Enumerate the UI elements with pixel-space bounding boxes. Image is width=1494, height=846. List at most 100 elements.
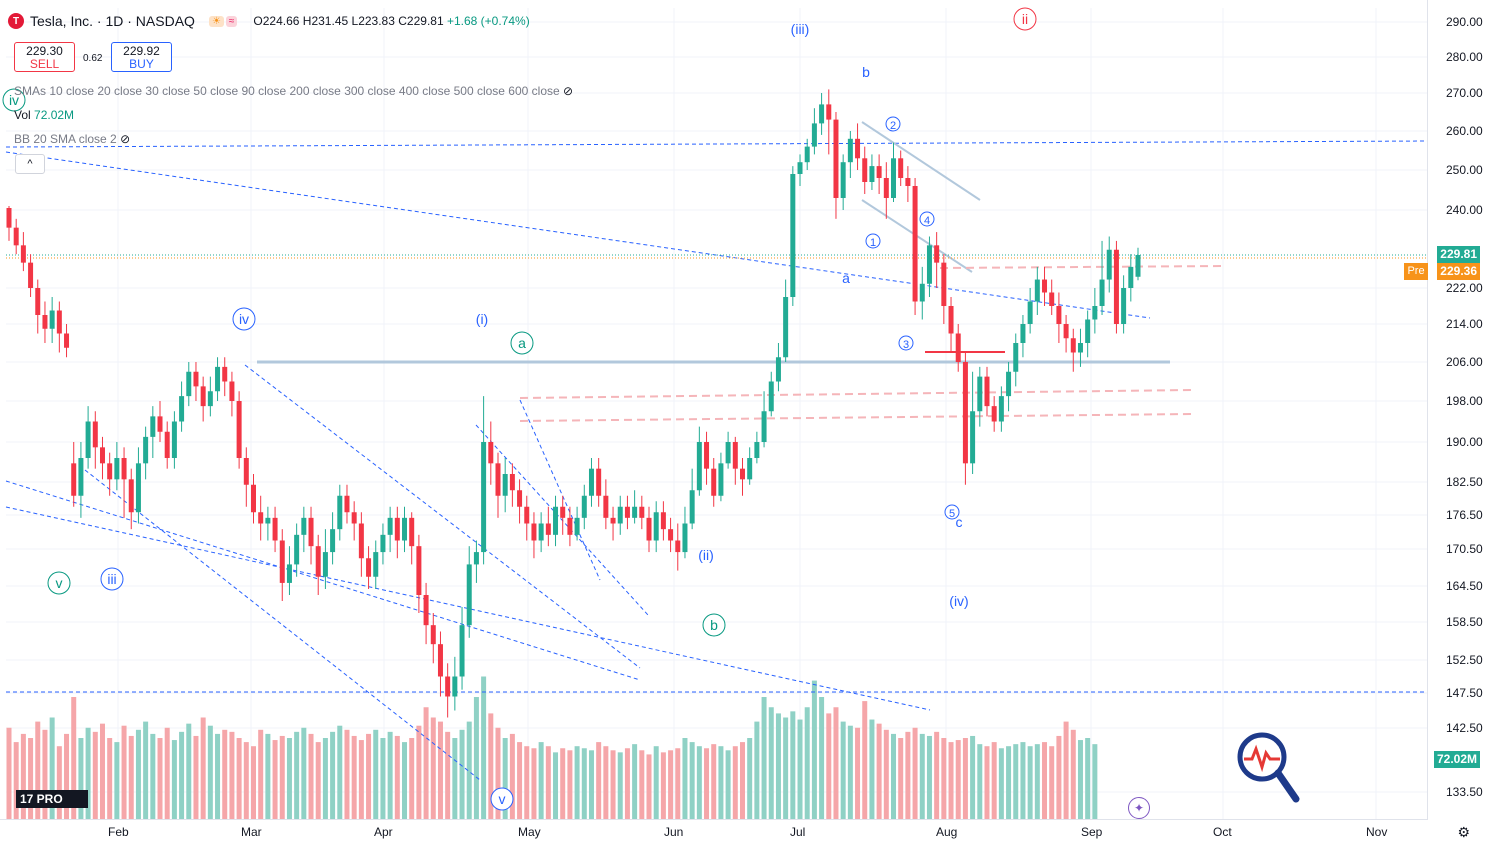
candle[interactable] bbox=[64, 324, 70, 358]
wave-label[interactable]: 5 bbox=[944, 504, 960, 520]
candle[interactable] bbox=[416, 534, 422, 613]
wave-label[interactable]: b bbox=[702, 613, 726, 637]
candle[interactable] bbox=[833, 112, 839, 219]
candle[interactable] bbox=[819, 93, 825, 135]
candle[interactable] bbox=[524, 495, 530, 541]
candle[interactable] bbox=[373, 540, 379, 590]
candle[interactable] bbox=[402, 506, 408, 553]
candle[interactable] bbox=[200, 376, 206, 422]
candle[interactable] bbox=[603, 479, 609, 530]
candle[interactable] bbox=[502, 458, 508, 513]
trend-line[interactable] bbox=[244, 364, 641, 669]
volume-indicator-legend[interactable]: Vol 72.02M bbox=[14, 108, 74, 122]
candle[interactable] bbox=[315, 534, 321, 595]
candle[interactable] bbox=[783, 279, 789, 362]
trend-line[interactable] bbox=[5, 151, 1151, 319]
wave-label[interactable]: b bbox=[862, 64, 870, 80]
trend-line[interactable] bbox=[519, 389, 1193, 399]
candle[interactable] bbox=[229, 371, 235, 417]
candle[interactable] bbox=[984, 366, 990, 417]
candle[interactable] bbox=[13, 218, 19, 255]
candle[interactable] bbox=[588, 458, 594, 507]
candle[interactable] bbox=[574, 506, 580, 541]
candle[interactable] bbox=[394, 506, 400, 559]
candle[interactable] bbox=[49, 297, 55, 343]
candle[interactable] bbox=[1113, 240, 1119, 334]
candle[interactable] bbox=[437, 631, 443, 697]
candle[interactable] bbox=[761, 391, 767, 448]
candle[interactable] bbox=[775, 343, 781, 392]
candle[interactable] bbox=[905, 166, 911, 202]
sell-button[interactable]: 229.30 SELL bbox=[14, 42, 75, 72]
wave-label[interactable]: (i) bbox=[476, 311, 488, 327]
candle[interactable] bbox=[207, 376, 213, 417]
candle[interactable] bbox=[596, 458, 602, 507]
candle[interactable] bbox=[344, 484, 350, 524]
candle[interactable] bbox=[509, 463, 515, 507]
candle[interactable] bbox=[1128, 254, 1134, 302]
candle[interactable] bbox=[99, 436, 105, 480]
candle[interactable] bbox=[560, 495, 566, 535]
candle[interactable] bbox=[1020, 315, 1026, 358]
candle[interactable] bbox=[1063, 315, 1069, 353]
candle[interactable] bbox=[970, 371, 976, 474]
candle[interactable] bbox=[193, 362, 199, 401]
candle[interactable] bbox=[718, 452, 724, 502]
candle[interactable] bbox=[1135, 247, 1141, 281]
candle[interactable] bbox=[114, 442, 120, 491]
candle[interactable] bbox=[380, 523, 386, 565]
candle[interactable] bbox=[265, 506, 271, 541]
candle[interactable] bbox=[847, 131, 853, 178]
candle[interactable] bbox=[768, 371, 774, 417]
trend-line[interactable] bbox=[5, 506, 931, 711]
hidden-eye-icon[interactable]: ⊘ bbox=[120, 132, 131, 146]
wave-label[interactable]: v bbox=[490, 787, 514, 811]
candle[interactable] bbox=[286, 546, 292, 595]
settings-gear-icon[interactable]: ⚙ bbox=[1457, 824, 1470, 840]
wave-label[interactable]: iv bbox=[232, 307, 256, 331]
candle[interactable] bbox=[243, 447, 249, 507]
candle[interactable] bbox=[926, 236, 932, 297]
candle[interactable] bbox=[358, 512, 364, 577]
candle[interactable] bbox=[179, 381, 185, 432]
candle[interactable] bbox=[488, 421, 494, 485]
candle[interactable] bbox=[696, 426, 702, 496]
candle[interactable] bbox=[624, 495, 630, 530]
candle[interactable] bbox=[934, 232, 940, 288]
candle[interactable] bbox=[1049, 279, 1055, 315]
wave-label[interactable]: 2 bbox=[885, 116, 901, 132]
candle[interactable] bbox=[553, 495, 559, 547]
candle[interactable] bbox=[28, 254, 34, 297]
candle[interactable] bbox=[660, 501, 666, 541]
candle[interactable] bbox=[898, 150, 904, 187]
candle[interactable] bbox=[977, 366, 983, 427]
candle[interactable] bbox=[157, 401, 163, 442]
wave-label[interactable]: ii bbox=[1013, 7, 1037, 31]
trend-line[interactable] bbox=[475, 424, 649, 616]
add-indicator-icon[interactable]: ✦ bbox=[1128, 797, 1150, 819]
symbol-title[interactable]: Tesla, Inc. · 1D · NASDAQ bbox=[30, 13, 195, 29]
wave-label[interactable]: v bbox=[47, 571, 71, 595]
candle[interactable] bbox=[632, 490, 638, 524]
candle[interactable] bbox=[1006, 362, 1012, 412]
candle[interactable] bbox=[876, 154, 882, 194]
wave-label[interactable]: a bbox=[842, 270, 850, 286]
candle[interactable] bbox=[466, 546, 472, 638]
candle[interactable] bbox=[186, 362, 192, 407]
wave-label[interactable]: iv bbox=[2, 88, 26, 112]
candle[interactable] bbox=[150, 406, 156, 458]
candle[interactable] bbox=[322, 529, 328, 589]
candle[interactable] bbox=[891, 142, 897, 202]
candle[interactable] bbox=[35, 279, 41, 334]
candle[interactable] bbox=[1077, 328, 1083, 367]
trend-line[interactable] bbox=[519, 413, 1193, 422]
candle[interactable] bbox=[804, 138, 810, 170]
candle[interactable] bbox=[682, 506, 688, 559]
price-axis[interactable]: 290.00 280.00 270.00 260.00 250.00 240.00 222.… bbox=[1404, 0, 1494, 846]
candle[interactable] bbox=[883, 162, 889, 219]
candle[interactable] bbox=[1085, 310, 1091, 358]
candle[interactable] bbox=[143, 426, 149, 480]
candle[interactable] bbox=[6, 206, 12, 241]
candlestick-series[interactable] bbox=[6, 89, 1141, 718]
candle[interactable] bbox=[473, 540, 479, 583]
